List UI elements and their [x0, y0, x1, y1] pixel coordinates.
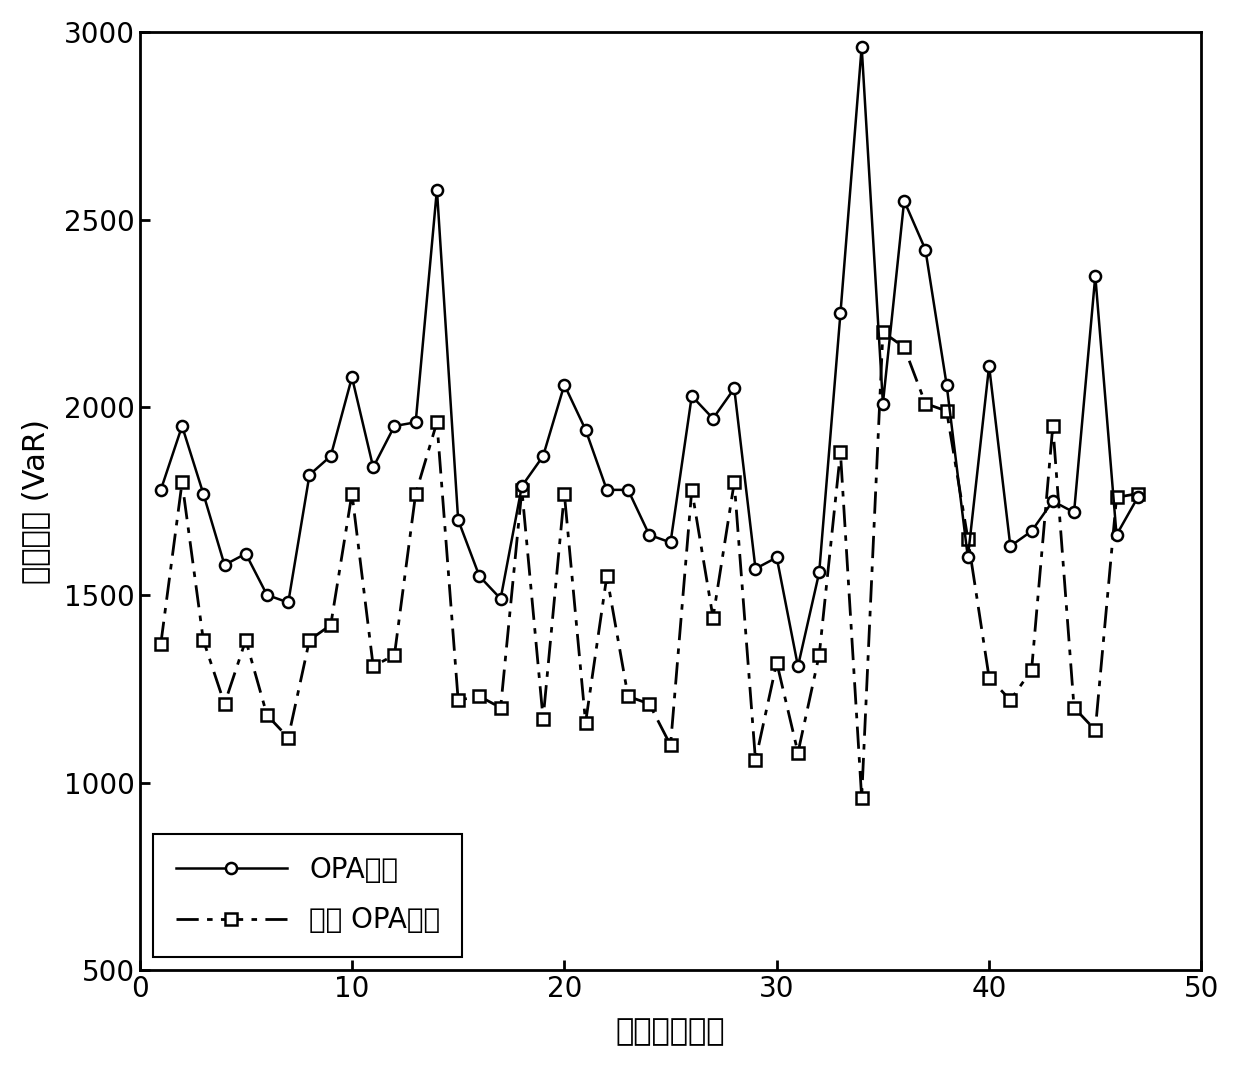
- OPA模型: [238, 547, 253, 560]
- OPA模型: [345, 371, 360, 384]
- 改进 OPA模型: [536, 713, 551, 726]
- OPA模型: [812, 567, 827, 579]
- OPA模型: [599, 483, 614, 496]
- OPA模型: [918, 243, 932, 256]
- 改进 OPA模型: [791, 746, 806, 759]
- OPA模型: [982, 360, 997, 372]
- 改进 OPA模型: [706, 611, 720, 624]
- 改进 OPA模型: [982, 671, 997, 684]
- OPA模型: [1024, 525, 1039, 538]
- OPA模型: [791, 659, 806, 672]
- OPA模型: [154, 483, 169, 496]
- 改进 OPA模型: [1109, 491, 1123, 504]
- OPA模型: [429, 184, 444, 196]
- 改进 OPA模型: [642, 698, 657, 711]
- 改进 OPA模型: [429, 416, 444, 429]
- OPA模型: [939, 379, 954, 392]
- OPA模型: [324, 449, 339, 462]
- Line: 改进 OPA模型: 改进 OPA模型: [155, 327, 1143, 803]
- OPA模型: [1045, 495, 1060, 508]
- OPA模型: [536, 449, 551, 462]
- 改进 OPA模型: [812, 649, 827, 662]
- OPA模型: [494, 592, 508, 605]
- OPA模型: [706, 412, 720, 425]
- OPA模型: [642, 528, 657, 541]
- OPA模型: [961, 551, 976, 563]
- 改进 OPA模型: [408, 488, 423, 500]
- 改进 OPA模型: [578, 716, 593, 729]
- OPA模型: [897, 194, 911, 207]
- 改进 OPA模型: [727, 476, 742, 489]
- OPA模型: [875, 397, 890, 410]
- OPA模型: [259, 589, 274, 602]
- 改进 OPA模型: [515, 483, 529, 496]
- OPA模型: [620, 483, 635, 496]
- 改进 OPA模型: [1066, 701, 1081, 714]
- OPA模型: [175, 419, 190, 432]
- OPA模型: [833, 307, 848, 320]
- OPA模型: [408, 416, 423, 429]
- OPA模型: [1003, 540, 1018, 553]
- Line: OPA模型: OPA模型: [155, 42, 1143, 672]
- OPA模型: [1087, 270, 1102, 283]
- OPA模型: [578, 424, 593, 436]
- 改进 OPA模型: [259, 708, 274, 721]
- 改进 OPA模型: [154, 637, 169, 650]
- 改进 OPA模型: [238, 634, 253, 647]
- OPA模型: [748, 562, 763, 575]
- OPA模型: [1109, 528, 1123, 541]
- 改进 OPA模型: [280, 731, 295, 744]
- 改进 OPA模型: [1087, 723, 1102, 736]
- 改进 OPA模型: [961, 532, 976, 545]
- 改进 OPA模型: [324, 619, 339, 632]
- OPA模型: [366, 461, 381, 474]
- 改进 OPA模型: [939, 404, 954, 417]
- 改进 OPA模型: [175, 476, 190, 489]
- 改进 OPA模型: [769, 656, 784, 669]
- OPA模型: [663, 536, 678, 548]
- OPA模型: [472, 570, 487, 583]
- OPA模型: [1066, 506, 1081, 519]
- 改进 OPA模型: [854, 792, 869, 805]
- OPA模型: [769, 551, 784, 563]
- 改进 OPA模型: [366, 659, 381, 672]
- OPA模型: [387, 419, 402, 432]
- 改进 OPA模型: [494, 701, 508, 714]
- OPA模型: [217, 558, 232, 571]
- 改进 OPA模型: [833, 446, 848, 459]
- 改进 OPA模型: [1045, 419, 1060, 432]
- 改进 OPA模型: [450, 694, 465, 706]
- 改进 OPA模型: [620, 690, 635, 703]
- 改进 OPA模型: [1003, 694, 1018, 706]
- 改进 OPA模型: [387, 649, 402, 662]
- 改进 OPA模型: [1024, 664, 1039, 676]
- OPA模型: [515, 480, 529, 493]
- 改进 OPA模型: [684, 483, 699, 496]
- Legend: OPA模型, 改进 OPA模型: OPA模型, 改进 OPA模型: [154, 834, 463, 956]
- OPA模型: [450, 513, 465, 526]
- 改进 OPA模型: [918, 397, 932, 410]
- OPA模型: [854, 41, 869, 53]
- 改进 OPA模型: [748, 753, 763, 766]
- 改进 OPA模型: [557, 488, 572, 500]
- 改进 OPA模型: [1131, 488, 1146, 500]
- 改进 OPA模型: [303, 634, 317, 647]
- 改进 OPA模型: [472, 690, 487, 703]
- 改进 OPA模型: [897, 340, 911, 353]
- Y-axis label: 停电风险 (VaR): 停电风险 (VaR): [21, 418, 50, 584]
- OPA模型: [557, 379, 572, 392]
- OPA模型: [280, 596, 295, 609]
- 改进 OPA模型: [217, 698, 232, 711]
- 改进 OPA模型: [345, 488, 360, 500]
- OPA模型: [727, 382, 742, 395]
- 改进 OPA模型: [196, 634, 211, 647]
- OPA模型: [196, 488, 211, 500]
- OPA模型: [1131, 491, 1146, 504]
- X-axis label: 输电线路编号: 输电线路编号: [616, 1017, 725, 1046]
- 改进 OPA模型: [875, 325, 890, 338]
- OPA模型: [684, 389, 699, 402]
- OPA模型: [303, 468, 317, 481]
- 改进 OPA模型: [663, 738, 678, 751]
- 改进 OPA模型: [599, 570, 614, 583]
